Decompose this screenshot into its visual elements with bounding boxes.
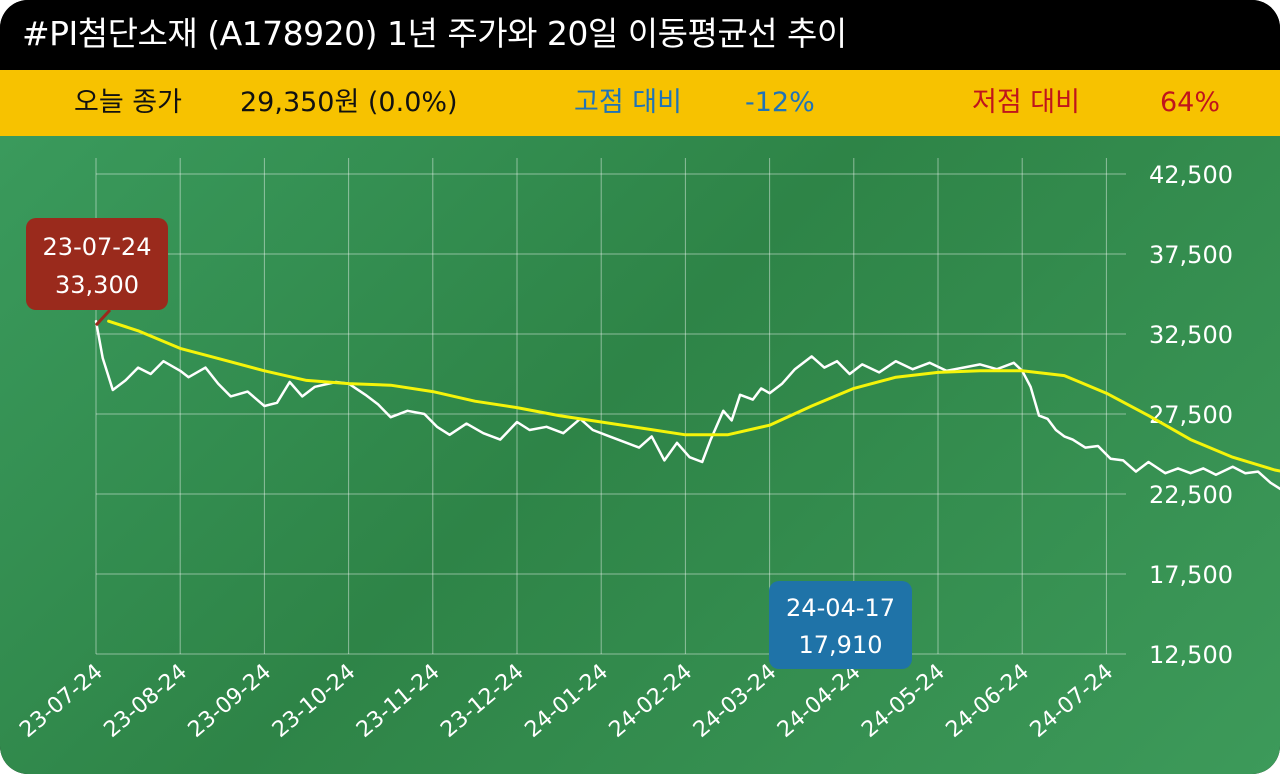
summary-bar: 오늘 종가 29,350원 (0.0%) 고점 대비 -12% 저점 대비 64… [0, 70, 1280, 136]
high-marker-price: 33,300 [55, 271, 139, 299]
price-line [94, 319, 1280, 491]
title-bar: #PI첨단소재 (A178920) 1년 주가와 20일 이동평균선 추이 [0, 0, 1280, 70]
x-tick-label: 24-02-24 [605, 659, 698, 742]
high-compare-value: -12% [745, 87, 815, 118]
low-marker-price: 17,910 [799, 631, 883, 659]
moving-average-line [107, 319, 1280, 473]
x-tick-label: 23-09-24 [184, 659, 277, 742]
x-tick-label: 23-12-24 [436, 659, 529, 742]
low-compare-label: 저점 대비 [972, 87, 1080, 118]
high-marker-date: 23-07-24 [43, 233, 152, 261]
chart-title: #PI첨단소재 (A178920) 1년 주가와 20일 이동평균선 추이 [22, 14, 847, 53]
low-marker-date: 24-04-17 [786, 594, 895, 622]
x-tick-label: 24-04-24 [773, 659, 866, 742]
high-marker-box [26, 218, 168, 310]
plot-area [0, 136, 1280, 774]
x-tick-label: 24-06-24 [941, 659, 1034, 742]
y-tick-label: 22,500 [1149, 481, 1233, 509]
x-tick-label: 23-07-24 [15, 659, 108, 742]
low-compare-value: 64% [1160, 87, 1221, 118]
y-tick-label: 12,500 [1149, 641, 1233, 669]
low-marker-box [769, 581, 912, 669]
x-tick-label: 24-03-24 [689, 659, 782, 742]
x-tick-label: 23-10-24 [268, 659, 361, 742]
y-tick-label: 42,500 [1149, 161, 1233, 189]
x-tick-label: 24-07-24 [1026, 659, 1119, 742]
x-tick-label: 23-08-24 [99, 659, 192, 742]
high-compare-label: 고점 대비 [574, 87, 682, 118]
high-marker-pointer [94, 308, 112, 327]
y-tick-label: 17,500 [1149, 561, 1233, 589]
close-label: 오늘 종가 [74, 87, 182, 118]
close-value: 29,350원 (0.0%) [240, 87, 458, 118]
y-tick-label: 32,500 [1149, 321, 1233, 349]
x-tick-label: 24-01-24 [520, 659, 613, 742]
y-tick-label: 37,500 [1149, 241, 1233, 269]
x-tick-label: 24-05-24 [857, 659, 950, 742]
x-tick-label: 23-11-24 [352, 659, 445, 742]
